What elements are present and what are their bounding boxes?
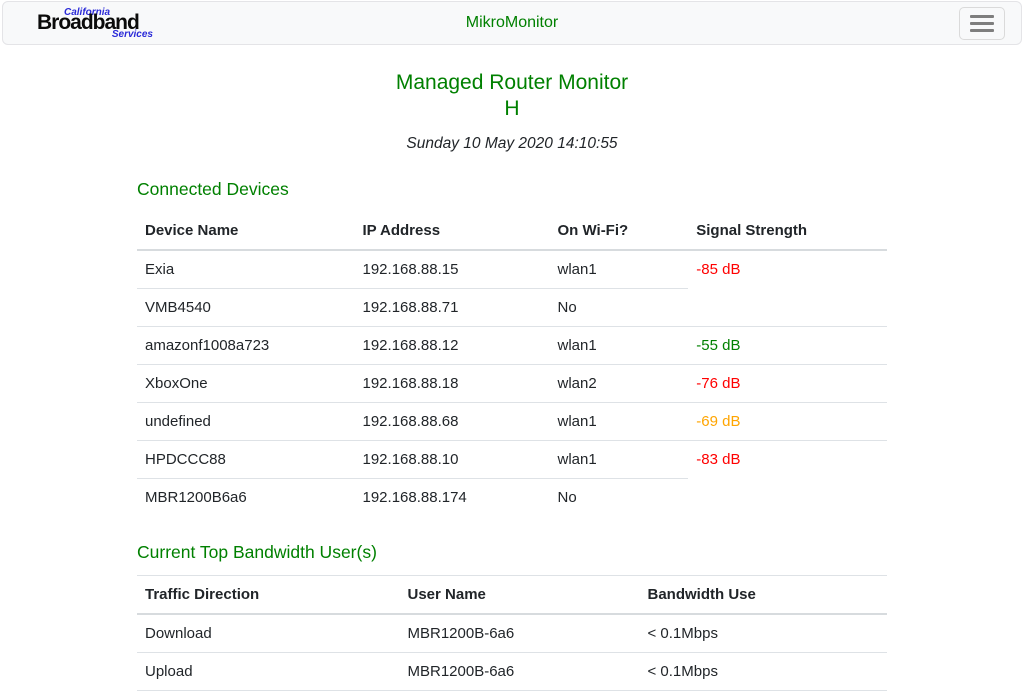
device-wifi: wlan1 [549,402,689,441]
logo-text-broadband: Broadband [37,11,140,34]
bandwidth-use: < 0.1Mbps [639,652,887,691]
device-name: undefined [137,402,355,441]
device-row: undefined 192.168.88.68 wlan1 -69 dB [137,402,887,441]
device-name: amazonf1008a723 [137,326,355,365]
device-name: Exia [137,249,355,289]
device-row: MBR1200B6a6 192.168.88.174 No [137,478,887,516]
page-title: Managed Router Monitor H [137,70,887,122]
navbar: California Broadband Services MikroMonit… [2,1,1022,45]
device-ip: 192.168.88.15 [354,249,550,289]
col-header-traffic-direction: Traffic Direction [137,575,400,615]
device-name: MBR1200B6a6 [137,478,355,516]
devices-header-row: Device Name IP Address On Wi-Fi? Signal … [137,212,887,251]
page-title-line1: Managed Router Monitor [395,71,629,94]
device-signal: -55 dB [688,326,887,365]
main-content: Managed Router Monitor H Sunday 10 May 2… [137,70,887,691]
device-signal: -76 dB [688,364,887,403]
col-header-on-wifi: On Wi-Fi? [549,212,689,251]
logo-text-services: Services [111,29,153,40]
bandwidth-user: MBR1200B-6a6 [399,652,640,691]
device-signal: -83 dB [688,440,887,479]
bandwidth-row: Download MBR1200B-6a6 < 0.1Mbps [137,614,887,653]
connected-devices-heading: Connected Devices [137,179,289,199]
bandwidth-heading: Current Top Bandwidth User(s) [137,542,377,562]
col-header-bandwidth-use: Bandwidth Use [639,575,887,615]
hamburger-icon [970,14,994,32]
device-wifi: wlan1 [549,249,689,289]
col-header-user-name: User Name [399,575,640,615]
col-header-device-name: Device Name [137,212,355,251]
bandwidth-row: Upload MBR1200B-6a6 < 0.1Mbps [137,652,887,691]
device-ip: 192.168.88.68 [354,402,550,441]
device-name: VMB4540 [137,288,355,327]
col-header-signal-strength: Signal Strength [688,212,887,251]
logo-text-california: California [64,7,111,18]
brand-logo[interactable]: California Broadband Services [37,7,155,40]
device-wifi: wlan2 [549,364,689,403]
device-wifi: No [549,288,689,327]
device-wifi: No [549,478,689,516]
connected-devices-table: Device Name IP Address On Wi-Fi? Signal … [137,212,887,516]
traffic-direction: Download [137,614,400,653]
app-title: MikroMonitor [465,14,559,31]
device-signal: -85 dB [688,249,887,289]
device-row: amazonf1008a723 192.168.88.12 wlan1 -55 … [137,326,887,365]
device-row: VMB4540 192.168.88.71 No [137,288,887,327]
bandwidth-user: MBR1200B-6a6 [399,614,640,653]
device-wifi: wlan1 [549,440,689,479]
device-ip: 192.168.88.10 [354,440,550,479]
device-wifi: wlan1 [549,326,689,365]
menu-toggle-button[interactable] [959,6,1005,40]
bandwidth-header-row: Traffic Direction User Name Bandwidth Us… [137,575,887,615]
device-ip: 192.168.88.174 [354,478,550,516]
bandwidth-use: < 0.1Mbps [639,614,887,653]
device-name: HPDCCC88 [137,440,355,479]
device-name: XboxOne [137,364,355,403]
device-row: XboxOne 192.168.88.18 wlan2 -76 dB [137,364,887,403]
traffic-direction: Upload [137,652,400,691]
device-ip: 192.168.88.12 [354,326,550,365]
device-ip: 192.168.88.71 [354,288,550,327]
device-row: Exia 192.168.88.15 wlan1 -85 dB [137,249,887,289]
device-row: HPDCCC88 192.168.88.10 wlan1 -83 dB [137,440,887,479]
col-header-ip-address: IP Address [354,212,550,251]
page-title-line2: H [504,97,520,120]
timestamp: Sunday 10 May 2020 14:10:55 [406,135,618,152]
device-ip: 192.168.88.18 [354,364,550,403]
device-signal: -69 dB [688,402,887,441]
bandwidth-table: Traffic Direction User Name Bandwidth Us… [137,575,887,691]
